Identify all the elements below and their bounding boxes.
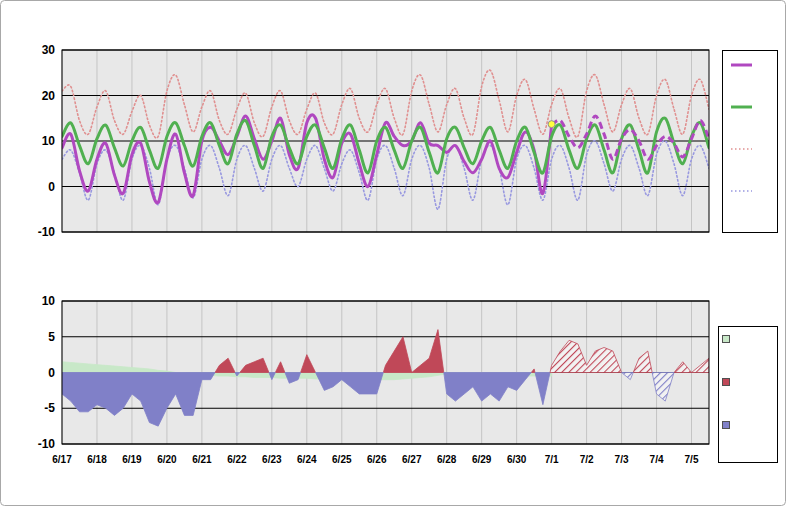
plot-background [62, 50, 709, 232]
outer-frame [1, 1, 786, 506]
line [62, 118, 709, 173]
x-tick-label: 6/17 [52, 454, 72, 465]
plot-frame [62, 301, 709, 444]
plot-background [62, 301, 709, 444]
area [215, 330, 535, 373]
line [552, 116, 709, 159]
plot-marks [62, 70, 709, 209]
y-grid-line [62, 95, 709, 96]
area [550, 340, 709, 372]
y-tick-label: 10 [42, 134, 56, 148]
y-tick-label: 0 [48, 366, 55, 380]
y-tick-label: 10 [42, 294, 56, 308]
plot-marks [62, 330, 709, 427]
y-grid-line [62, 186, 709, 187]
x-tick-label: 6/19 [122, 454, 142, 465]
y-tick-label: -10 [38, 225, 56, 239]
x-tick-label: 6/28 [437, 454, 457, 465]
x-tick-label: 6/29 [472, 454, 492, 465]
x-tick-label: 6/27 [402, 454, 422, 465]
y-tick-label: 20 [42, 89, 56, 103]
x-tick-label: 6/21 [192, 454, 212, 465]
x-tick-label: 6/24 [297, 454, 317, 465]
legend-swatch [723, 422, 730, 429]
area [622, 373, 692, 402]
legend-swatch [731, 190, 752, 192]
x-tick-label: 6/22 [227, 454, 247, 465]
legend-swatch [723, 379, 730, 386]
y-tick-label: -5 [44, 401, 55, 415]
x-tick-label: 7/2 [580, 454, 594, 465]
area [62, 373, 550, 427]
legend-swatch [723, 336, 730, 343]
point [548, 121, 555, 128]
x-tick-label: 6/20 [157, 454, 177, 465]
legend-swatch [731, 64, 752, 67]
line [62, 115, 552, 203]
y-tick-label: 30 [42, 43, 56, 57]
x-tick-label: 7/1 [545, 454, 559, 465]
y-tick-label: -10 [38, 437, 56, 451]
y-grid-line [62, 336, 709, 337]
legend-box [723, 51, 778, 233]
x-tick-label: 6/25 [332, 454, 352, 465]
chart: -10 0 10 20 30 6/17 6/18 6/19 6/20 6/21 6/22 6/23 6/… [0, 0, 787, 507]
plot-frame [62, 50, 709, 232]
x-tick-label: 7/5 [685, 454, 699, 465]
x-tick-label: 7/4 [650, 454, 664, 465]
x-tick-label: 6/23 [262, 454, 282, 465]
y-tick-label: 0 [48, 180, 55, 194]
x-tick-label: 6/30 [507, 454, 527, 465]
legend-swatch [731, 106, 752, 109]
x-tick-label: 6/26 [367, 454, 387, 465]
y-grid-line [62, 141, 709, 142]
y-tick-label: 5 [48, 330, 55, 344]
x-tick-label: 7/3 [615, 454, 629, 465]
x-tick-label: 6/18 [87, 454, 107, 465]
legend-box [719, 327, 778, 463]
legend-swatch [731, 148, 752, 150]
